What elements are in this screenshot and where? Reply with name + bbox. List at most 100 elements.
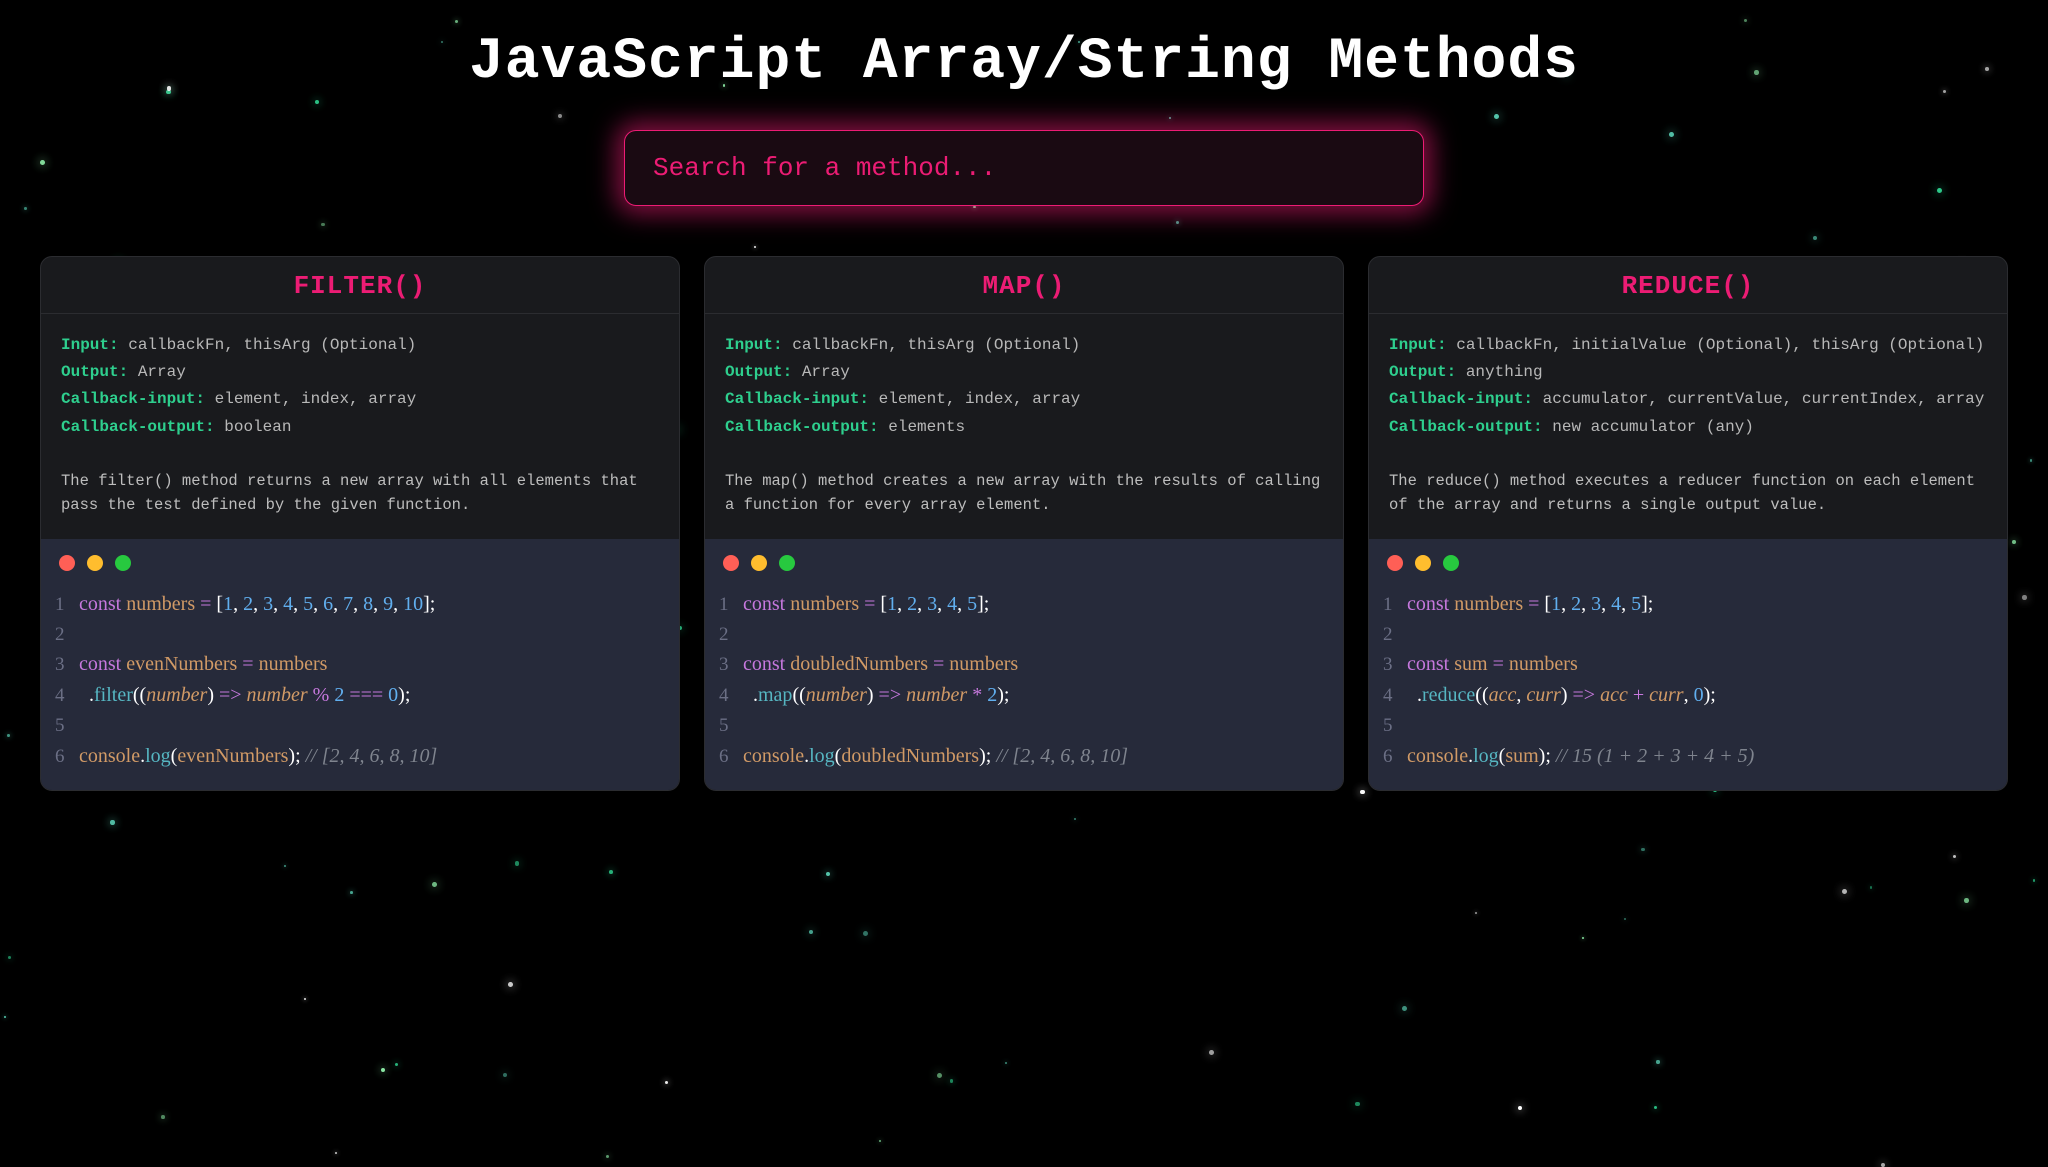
code-lines: 1const numbers = [1, 2, 3, 4, 5, 6, 7, 8… [41,589,679,772]
line-number: 6 [719,742,743,771]
token-kw: const [79,593,126,615]
search-input[interactable] [624,130,1424,206]
star [1953,855,1956,858]
code-line: 5 [41,711,679,740]
token-punc [79,684,89,706]
code-line: 2 [1369,620,2007,649]
search-container [40,130,2008,206]
page-content: JavaScript Array/String Methods FILTER()… [0,0,2048,821]
token-obj: console [1407,745,1468,767]
token-obj: console [743,745,804,767]
token-param: acc [1489,684,1517,706]
token-op: = [242,653,258,675]
meta-key: Input: [725,336,792,354]
meta-value: callbackFn, thisArg (Optional) [792,336,1080,354]
token-num: 4 [283,593,293,615]
token-method: reduce [1422,684,1475,706]
meta-row-input: Input: callbackFn, thisArg (Optional) [725,332,1323,359]
meta-row-output: Output: anything [1389,359,1987,386]
token-punc: , [1516,684,1526,706]
code-line: 3const doubledNumbers = numbers [705,649,1343,680]
token-param: number [247,684,313,706]
token-method: filter [94,684,133,706]
token-num: 2 [987,684,997,706]
traffic-red-icon [59,555,75,571]
line-number: 4 [55,681,79,710]
window-traffic-lights [705,539,1343,589]
token-punc: , [293,593,303,615]
token-punc: ) [1561,684,1573,706]
star [1641,848,1644,851]
code-text: const doubledNumbers = numbers [743,649,1018,680]
token-op: % [313,684,335,706]
token-op: = [864,593,880,615]
token-punc: (( [133,684,146,706]
window-traffic-lights [41,539,679,589]
token-punc: , [313,593,323,615]
token-punc: , [1601,593,1611,615]
star [863,931,868,936]
token-punc: , [233,593,243,615]
token-punc: , [1621,593,1631,615]
token-method: log [809,745,835,767]
card-description: The map() method creates a new array wit… [705,451,1343,539]
code-text: .filter((number) => number % 2 === 0); [79,680,410,711]
token-num: 3 [1591,593,1601,615]
line-number: 5 [55,711,79,740]
token-method: log [145,745,171,767]
line-number: 5 [719,711,743,740]
token-punc: , [1581,593,1591,615]
token-punc: ); [1539,745,1556,767]
meta-key: Output: [725,363,802,381]
traffic-yellow-icon [87,555,103,571]
token-punc: , [353,593,363,615]
token-param: curr [1526,684,1560,706]
token-num: 3 [263,593,273,615]
token-num: 6 [323,593,333,615]
token-var: doubledNumbers [841,745,979,767]
token-num: 8 [363,593,373,615]
token-var: numbers [1454,593,1528,615]
token-num: 7 [343,593,353,615]
token-num: 2 [243,593,253,615]
token-punc: , [1684,684,1694,706]
meta-key: Input: [1389,336,1456,354]
star [609,870,613,874]
token-punc [1407,684,1417,706]
token-punc [743,684,753,706]
token-num: 2 [334,684,349,706]
meta-row-input: Input: callbackFn, initialValue (Optiona… [1389,332,1987,359]
token-var: evenNumbers [126,653,242,675]
meta-value: boolean [224,418,291,436]
card-header: FILTER() [41,257,679,314]
token-num: 5 [967,593,977,615]
star [395,1063,398,1066]
token-op: = [1528,593,1544,615]
token-op: => [1573,684,1596,706]
code-text: const sum = numbers [1407,649,1578,680]
code-block: 1const numbers = [1, 2, 3, 4, 5];2 3 const… [1369,539,2007,790]
meta-value: Array [138,363,186,381]
code-line: 1const numbers = [1, 2, 3, 4, 5, 6, 7, 8… [41,589,679,620]
meta-row-input: Input: callbackFn, thisArg (Optional) [61,332,659,359]
token-num: 0 [1694,684,1704,706]
code-text: console.log(sum); // 15 (1 + 2 + 3 + 4 +… [1407,741,1754,772]
token-op: = [1493,653,1509,675]
token-punc: , [273,593,283,615]
card-meta: Input: callbackFn, initialValue (Optiona… [1369,314,2007,451]
token-num: 9 [383,593,393,615]
star [161,1115,165,1119]
meta-key: Callback-input: [725,390,879,408]
code-text: const numbers = [1, 2, 3, 4, 5]; [1407,589,1653,620]
meta-row-output: Output: Array [725,359,1323,386]
token-num: 1 [1551,593,1561,615]
token-punc: ); [1704,684,1716,706]
token-punc: ) [867,684,879,706]
token-punc: ); [979,745,996,767]
star [304,998,306,1000]
code-text: .map((number) => number * 2); [743,680,1009,711]
code-line: 3const evenNumbers = numbers [41,649,679,680]
token-var: doubledNumbers [790,653,933,675]
token-num: 5 [303,593,313,615]
token-param: number [806,684,867,706]
